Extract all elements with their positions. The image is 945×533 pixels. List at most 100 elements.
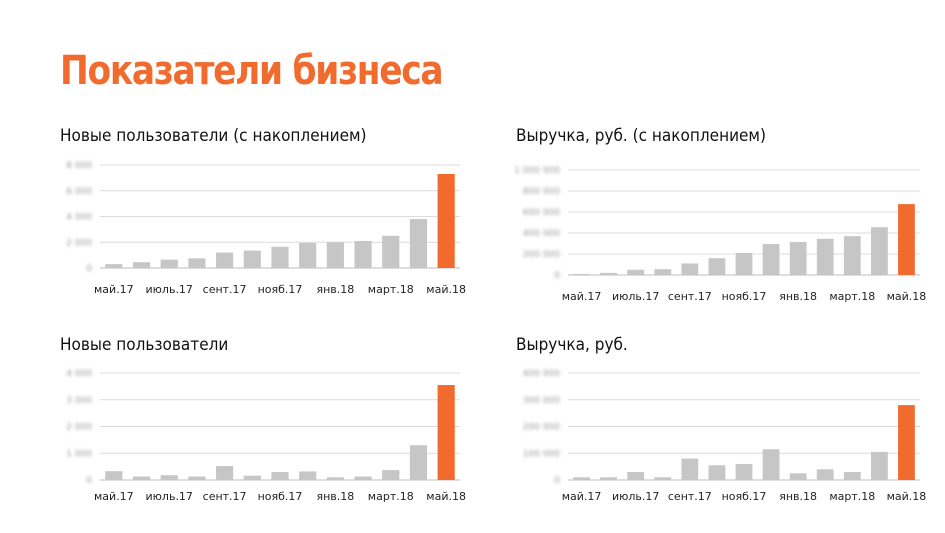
y-tick-label: 400 000 xyxy=(523,369,560,379)
chart-users: 0 1 000 2 000 3 000 4 000 май.17 июль.17 сент.1… xyxy=(66,369,466,503)
bar xyxy=(789,473,807,480)
y-tick-label: 200 000 xyxy=(523,423,560,433)
bar xyxy=(708,465,726,480)
x-tick-label: май.18 xyxy=(426,490,466,503)
bar xyxy=(573,273,590,275)
bar xyxy=(382,470,400,480)
x-tick-label: май.17 xyxy=(562,490,602,503)
bar xyxy=(654,269,672,275)
x-tick-label: янв.18 xyxy=(779,490,817,503)
bar xyxy=(132,476,151,480)
x-tick-label: нояб.17 xyxy=(722,290,767,303)
y-tick-label: 3 000 xyxy=(66,396,92,406)
x-tick-label: май.17 xyxy=(94,490,134,503)
bar xyxy=(409,219,428,268)
x-tick-label: нояб.17 xyxy=(722,490,767,503)
chart-users-cumulative: 0 2 000 4 000 6 000 8 000 май.17 июль.17 сент.1… xyxy=(66,161,466,296)
chart-title-revenue: Выручка, руб. xyxy=(516,335,628,355)
x-tick-label: май.17 xyxy=(562,290,602,303)
x-tick-label: май.17 xyxy=(94,283,134,296)
bar xyxy=(627,471,645,480)
bar xyxy=(654,477,672,480)
bar xyxy=(243,475,261,480)
bar xyxy=(735,463,753,480)
x-tick-label: май.18 xyxy=(887,490,927,503)
bar xyxy=(216,252,234,268)
bar xyxy=(735,252,753,275)
bar xyxy=(188,258,206,268)
x-tick-label: июль.17 xyxy=(146,283,193,296)
x-tick-label: июль.17 xyxy=(612,290,659,303)
bar xyxy=(843,471,861,480)
y-tick-label: 0 xyxy=(554,271,560,281)
x-tick-label: нояб.17 xyxy=(258,283,303,296)
y-tick-label: 600 000 xyxy=(523,208,560,218)
bar xyxy=(382,235,400,268)
y-tick-label: 8 000 xyxy=(66,161,92,171)
bar xyxy=(600,272,618,275)
bar-highlight xyxy=(437,385,455,480)
x-tick-label: янв.18 xyxy=(316,490,354,503)
x-tick-label: май.18 xyxy=(426,283,466,296)
chart-title-revenue-cumulative: Выручка, руб. (с накоплением) xyxy=(516,126,766,146)
x-tick-label: сент.17 xyxy=(668,490,712,503)
bar xyxy=(243,250,261,268)
y-tick-label: 2 000 xyxy=(66,238,92,248)
bar xyxy=(708,258,726,275)
bar xyxy=(627,269,645,275)
x-tick-label: июль.17 xyxy=(146,490,193,503)
bar xyxy=(160,259,178,268)
chart-title-users: Новые пользователи xyxy=(60,335,229,355)
bar xyxy=(271,246,289,268)
bar xyxy=(160,475,178,480)
chart-title-users-cumulative: Новые пользователи (с накоплением) xyxy=(60,126,367,146)
y-tick-label: 6 000 xyxy=(66,187,92,197)
bar xyxy=(132,262,151,268)
y-tick-label: 400 000 xyxy=(523,229,560,239)
bar-highlight xyxy=(898,405,915,480)
x-tick-label: март.18 xyxy=(829,490,875,503)
y-tick-label: 100 000 xyxy=(523,449,560,459)
bar xyxy=(354,476,372,480)
y-tick-label: 800 000 xyxy=(523,187,560,197)
y-tick-label: 1 000 000 xyxy=(514,166,560,176)
bar xyxy=(681,458,699,480)
x-tick-label: сент.17 xyxy=(203,490,247,503)
x-tick-label: март.18 xyxy=(368,490,414,503)
bar xyxy=(354,240,372,268)
x-tick-label: нояб.17 xyxy=(258,490,303,503)
bar xyxy=(299,242,317,268)
bar xyxy=(326,242,344,268)
y-tick-label: 200 000 xyxy=(523,250,560,260)
y-tick-label: 300 000 xyxy=(523,396,560,406)
bar-highlight xyxy=(898,204,915,275)
bar xyxy=(105,471,123,480)
chart-revenue: 0 100 000 200 000 300 000 400 000 май.17 июль.… xyxy=(523,369,927,503)
bar xyxy=(789,241,807,275)
bar xyxy=(105,264,123,268)
bar-highlight xyxy=(437,174,455,268)
bar xyxy=(681,263,699,275)
y-tick-label: 4 000 xyxy=(66,213,92,223)
bar xyxy=(870,451,888,480)
x-tick-label: янв.18 xyxy=(779,290,817,303)
x-tick-label: сент.17 xyxy=(203,283,247,296)
chart-revenue-cumulative: 0 200 000 400 000 600 000 800 000 1 000 000 ма… xyxy=(514,166,926,303)
bar xyxy=(573,477,590,480)
bar xyxy=(600,477,618,480)
y-tick-label: 2 000 xyxy=(66,423,92,433)
y-tick-label: 0 xyxy=(86,264,92,274)
bar xyxy=(762,244,780,275)
bar xyxy=(870,227,888,275)
x-tick-label: сент.17 xyxy=(668,290,712,303)
y-tick-label: 0 xyxy=(86,476,92,486)
y-tick-label: 1 000 xyxy=(66,449,92,459)
bar xyxy=(216,466,234,480)
bar xyxy=(843,236,861,275)
y-tick-label: 0 xyxy=(554,476,560,486)
x-tick-label: янв.18 xyxy=(316,283,354,296)
bar xyxy=(762,449,780,480)
bar xyxy=(188,476,206,480)
x-tick-label: март.18 xyxy=(368,283,414,296)
bar xyxy=(271,471,289,480)
